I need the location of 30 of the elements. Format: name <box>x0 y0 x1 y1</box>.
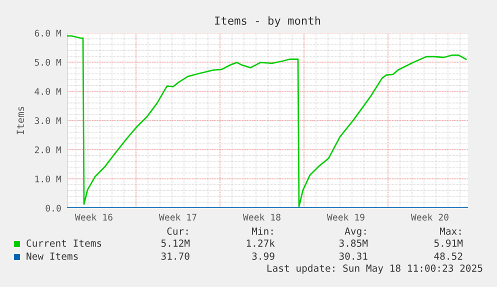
x-tick-label: Week 19 <box>326 214 364 221</box>
text: Avg: <box>344 228 366 237</box>
y-tick-label: 6.0 M <box>34 30 62 37</box>
text: 3.99 <box>252 252 274 260</box>
x-tick-label: Week 18 <box>242 214 280 221</box>
text: Max: <box>440 228 461 235</box>
text: 5.12M <box>161 239 190 247</box>
legend-label: Current Items <box>26 239 102 247</box>
text: 31.70 <box>161 252 190 260</box>
text: Last update: Sun May 18 11:00:23 2025 <box>267 264 482 274</box>
y-tick-label: 4.0 M <box>34 88 62 95</box>
chart-title: Items - by month <box>215 16 320 27</box>
text: 5.91M <box>434 239 463 247</box>
x-tick-label: Week 17 <box>158 214 196 221</box>
line-series <box>67 35 467 208</box>
x-tick-label: Week 20 <box>410 214 448 221</box>
text: Min: <box>252 227 273 235</box>
y-axis-title: Items <box>16 106 24 134</box>
y-tick-label: 2.0 M <box>34 146 62 154</box>
y-tick-label: 5.0 M <box>34 58 62 66</box>
text: 30.31 <box>339 252 368 260</box>
text: 48.52 <box>434 252 462 260</box>
text: 3.85M <box>339 239 368 247</box>
legend-label: New Items <box>26 252 78 260</box>
x-tick-label: Week 16 <box>74 214 112 221</box>
text: 1.27k <box>246 239 275 247</box>
y-tick-label: 1.0 M <box>35 176 62 182</box>
y-tick-label: 0.0 <box>46 204 61 212</box>
text: Cur: <box>167 227 188 235</box>
y-tick-label: 3.0 M <box>34 117 62 124</box>
